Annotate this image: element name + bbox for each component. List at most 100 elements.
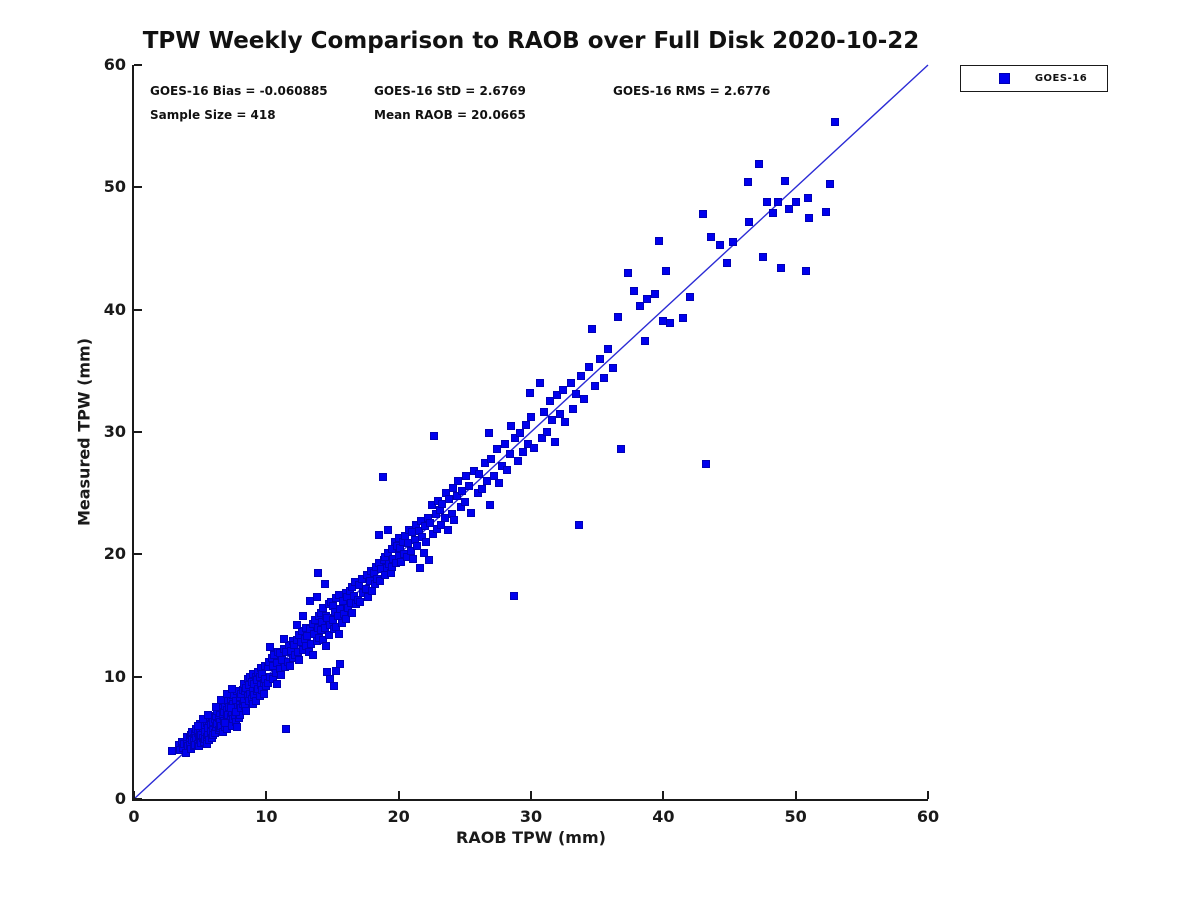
data-point-marker bbox=[722, 259, 731, 268]
data-point-marker bbox=[335, 629, 344, 638]
y-axis-line bbox=[132, 65, 134, 801]
data-point-marker bbox=[614, 313, 623, 321]
data-point-marker bbox=[511, 434, 520, 443]
data-point-marker bbox=[356, 598, 365, 607]
data-point-marker bbox=[558, 386, 567, 395]
data-point-marker bbox=[222, 689, 231, 698]
data-point-marker bbox=[685, 293, 694, 302]
data-point-marker bbox=[569, 404, 578, 413]
y-tick-label: 0 bbox=[114, 789, 126, 808]
data-point-marker bbox=[460, 497, 469, 506]
y-tick-label: 10 bbox=[103, 666, 126, 686]
data-point-marker bbox=[643, 294, 652, 303]
data-point-marker bbox=[503, 465, 512, 474]
data-point-marker bbox=[489, 472, 498, 481]
data-point-marker bbox=[221, 719, 230, 728]
data-point-marker bbox=[571, 390, 580, 399]
data-point-marker bbox=[769, 209, 778, 218]
data-point-marker bbox=[227, 684, 236, 693]
data-point-marker bbox=[803, 194, 812, 203]
data-point-marker bbox=[233, 722, 242, 731]
data-point-marker bbox=[630, 287, 639, 296]
data-point-marker bbox=[458, 486, 467, 495]
data-point-marker bbox=[242, 706, 251, 715]
data-point-marker bbox=[430, 431, 439, 440]
x-axis-label: RAOB TPW (mm) bbox=[456, 828, 606, 847]
data-point-marker bbox=[781, 177, 790, 186]
data-point-marker bbox=[212, 703, 221, 712]
data-point-marker bbox=[198, 715, 207, 724]
x-tick-label: 20 bbox=[387, 807, 410, 826]
data-point-marker bbox=[464, 481, 473, 490]
data-point-marker bbox=[616, 445, 625, 454]
data-point-marker bbox=[313, 568, 322, 577]
y-tick-mark bbox=[134, 798, 142, 800]
data-point-marker bbox=[444, 495, 453, 504]
data-point-marker bbox=[661, 266, 670, 275]
x-tick-label: 40 bbox=[652, 807, 675, 826]
x-tick-mark bbox=[662, 791, 665, 799]
data-point-marker bbox=[312, 593, 321, 602]
data-point-marker bbox=[475, 469, 484, 478]
x-tick-label: 0 bbox=[128, 807, 140, 826]
data-point-marker bbox=[419, 549, 428, 558]
data-point-marker bbox=[341, 615, 350, 624]
data-point-marker bbox=[744, 178, 753, 187]
data-point-marker bbox=[295, 655, 304, 664]
data-point-marker bbox=[320, 579, 329, 588]
data-point-marker bbox=[443, 525, 452, 534]
x-tick-mark bbox=[927, 791, 929, 799]
legend-box: GOES-16 bbox=[960, 65, 1108, 92]
y-axis-label: Measured TPW (mm) bbox=[74, 337, 94, 527]
data-point-marker bbox=[513, 457, 522, 466]
data-point-marker bbox=[579, 394, 588, 403]
y-tick-mark bbox=[134, 675, 142, 678]
data-point-marker bbox=[485, 501, 494, 510]
data-point-marker bbox=[525, 388, 534, 397]
data-point-marker bbox=[168, 747, 177, 756]
chart-title: TPW Weekly Comparison to RAOB over Full … bbox=[142, 28, 920, 54]
data-point-marker bbox=[585, 363, 594, 372]
data-point-marker bbox=[831, 118, 840, 127]
data-point-marker bbox=[492, 445, 501, 454]
data-point-marker bbox=[484, 429, 493, 438]
data-point-marker bbox=[729, 238, 738, 247]
data-point-marker bbox=[577, 371, 586, 380]
data-point-marker bbox=[276, 671, 285, 680]
x-tick-mark bbox=[265, 791, 268, 799]
data-point-marker bbox=[368, 587, 377, 596]
x-tick-mark bbox=[397, 791, 400, 799]
data-point-marker bbox=[822, 207, 831, 216]
data-point-marker bbox=[505, 450, 514, 459]
data-point-marker bbox=[286, 661, 295, 670]
data-point-marker bbox=[336, 660, 345, 669]
data-point-marker bbox=[603, 344, 612, 353]
data-point-marker bbox=[561, 418, 570, 427]
data-point-marker bbox=[609, 364, 618, 373]
data-point-marker bbox=[425, 556, 434, 565]
data-point-marker bbox=[321, 642, 330, 651]
data-point-marker bbox=[587, 325, 596, 334]
y-tick-mark bbox=[134, 553, 142, 556]
data-point-marker bbox=[651, 289, 660, 298]
data-point-marker bbox=[655, 237, 664, 246]
y-tick-label: 30 bbox=[103, 422, 126, 441]
data-point-marker bbox=[384, 525, 393, 534]
data-point-marker bbox=[438, 500, 447, 509]
y-tick-label: 60 bbox=[103, 55, 126, 74]
stat-sample-size-text: Sample Size = 418 bbox=[150, 108, 276, 122]
data-point-marker bbox=[495, 479, 504, 488]
data-point-marker bbox=[507, 421, 516, 430]
stat-rms-text: GOES-16 RMS = 2.6776 bbox=[613, 84, 771, 98]
data-point-marker bbox=[706, 233, 715, 242]
data-point-marker bbox=[422, 538, 431, 547]
plot-area: 0 10 20 30 40 50 60 0 10 20 30 40 50 60 bbox=[104, 55, 939, 826]
x-tick-label: 50 bbox=[784, 807, 807, 826]
data-point-marker bbox=[545, 397, 554, 406]
data-point-marker bbox=[745, 217, 754, 226]
data-point-marker bbox=[635, 301, 644, 310]
data-point-marker bbox=[348, 609, 357, 618]
data-point-marker bbox=[323, 667, 332, 676]
data-point-marker bbox=[282, 725, 291, 734]
